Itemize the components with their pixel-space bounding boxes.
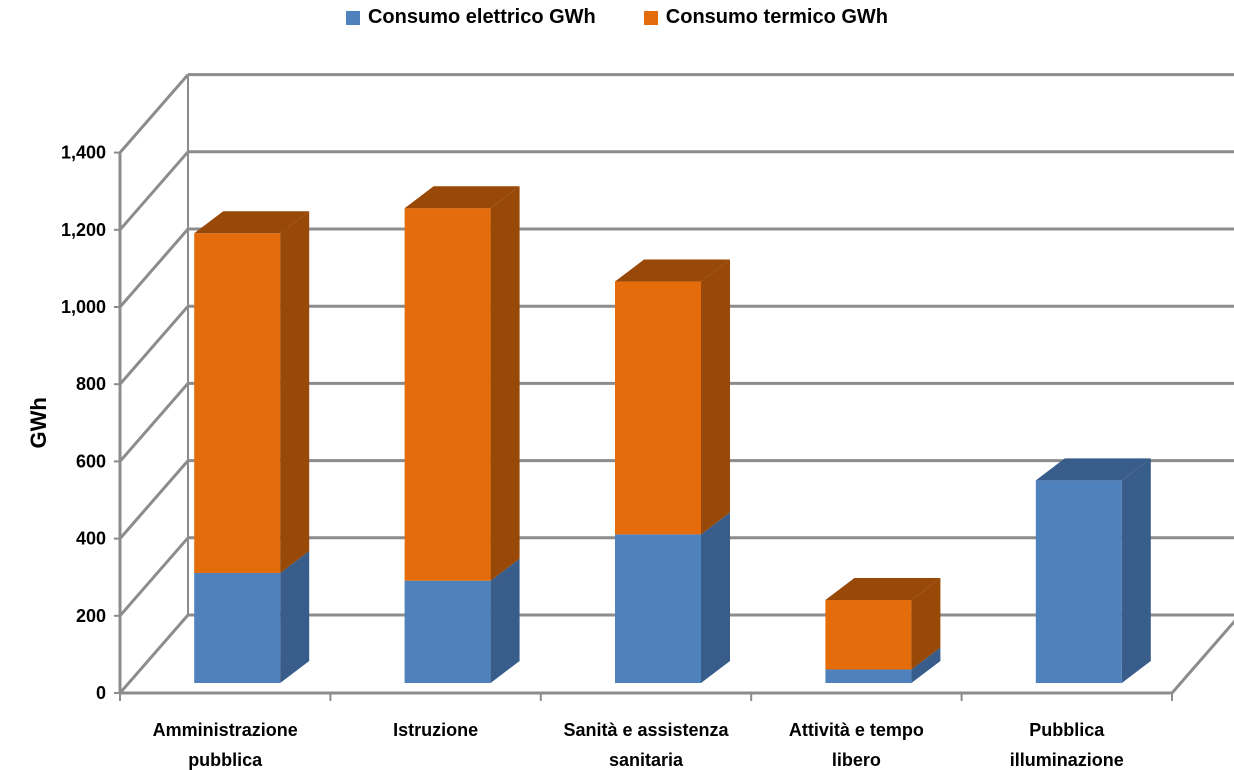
side-gridline-600 bbox=[118, 382, 190, 463]
bar-side-electric bbox=[1121, 458, 1151, 683]
y-tick-label: 0 bbox=[96, 683, 106, 703]
bar-side-thermal bbox=[280, 211, 310, 573]
legend-swatch-thermal bbox=[643, 10, 658, 25]
side-gridline-800 bbox=[118, 305, 190, 386]
bar-front-electric bbox=[825, 669, 912, 683]
y-tick-label: 1,000 bbox=[61, 297, 106, 317]
bar-side-electric bbox=[280, 550, 310, 683]
x-tick-label: Amministrazione pubblica bbox=[153, 720, 298, 770]
side-gridline-0 bbox=[118, 614, 190, 694]
legend-item-electric: Consumo elettrico GWh bbox=[345, 6, 596, 29]
bar-front-thermal bbox=[194, 233, 281, 573]
x-tick-label: Sanità e assistenza sanitaria bbox=[563, 720, 729, 770]
y-tick-label: 1,200 bbox=[61, 220, 106, 240]
bar-top-thermal bbox=[194, 211, 310, 234]
bar-side-thermal bbox=[490, 186, 520, 581]
bar-front-electric bbox=[1035, 480, 1122, 683]
y-tick-label: 400 bbox=[76, 529, 106, 549]
floor-right-edge bbox=[1170, 619, 1234, 694]
bars bbox=[194, 186, 1151, 683]
bar-front-electric bbox=[194, 572, 281, 683]
x-tick-label: Pubblica illuminazione bbox=[1010, 720, 1124, 770]
y-axis-label: GWh bbox=[26, 397, 51, 448]
bar-top-thermal bbox=[615, 259, 730, 282]
bar-top-electric bbox=[1035, 458, 1151, 481]
x-tick-label: Istruzione bbox=[393, 720, 478, 740]
side-gridline-400 bbox=[118, 459, 190, 540]
legend-label-thermal: Consumo termico GWh bbox=[665, 6, 889, 28]
bar-front-thermal bbox=[404, 208, 491, 581]
bar-top-thermal bbox=[404, 186, 520, 209]
x-axis: Amministrazione pubblica Istruzione Sanità … bbox=[119, 691, 1173, 770]
bar-front-electric bbox=[615, 534, 701, 683]
y-tick-label: 200 bbox=[76, 606, 106, 626]
legend: Consumo elettrico GWh Consumo termico GW… bbox=[0, 6, 1234, 29]
legend-swatch-electric bbox=[345, 10, 360, 25]
y-tick-label: 1,400 bbox=[61, 143, 106, 163]
bar-top-thermal bbox=[825, 578, 941, 601]
bar-front-thermal bbox=[825, 600, 912, 670]
bar-side-electric bbox=[911, 647, 941, 683]
y-tick-label: 800 bbox=[76, 374, 106, 394]
side-gridline-1200 bbox=[118, 150, 190, 231]
side-gridline-1000 bbox=[118, 228, 190, 308]
legend-item-thermal: Consumo termico GWh bbox=[643, 6, 889, 29]
bar-front-thermal bbox=[615, 281, 701, 535]
bar-front-electric bbox=[404, 580, 491, 683]
side-gridline-1400 bbox=[118, 73, 190, 154]
y-tick-label: 600 bbox=[76, 451, 106, 471]
bar-side-thermal bbox=[701, 259, 730, 535]
bar-side-thermal bbox=[911, 578, 941, 670]
x-tick-label: Attività e tempo libero bbox=[789, 720, 924, 770]
legend-label-electric: Consumo elettrico GWh bbox=[367, 6, 596, 28]
bar-side-electric bbox=[701, 512, 730, 683]
bar-side-electric bbox=[490, 558, 520, 683]
side-gridline-200 bbox=[118, 536, 190, 617]
y-axis: 0 200 400 600 800 1,000 1,200 1,400 GWh bbox=[26, 143, 122, 703]
